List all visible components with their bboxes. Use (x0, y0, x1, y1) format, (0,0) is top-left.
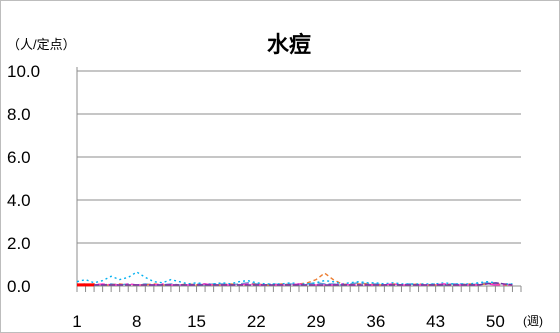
series-group (76, 271, 513, 287)
gridlines (77, 70, 521, 244)
y-tick-label: 4.0 (7, 191, 31, 210)
y-tick-label: 6.0 (7, 148, 31, 167)
x-tick-label: 1 (72, 312, 81, 331)
y-axis-unit-label: （人/定点） (7, 37, 76, 52)
x-tick-label: 43 (426, 312, 445, 331)
y-tick-label: 10.0 (7, 62, 40, 81)
chart-title: 水痘 (267, 32, 311, 57)
x-tick-label: 8 (132, 312, 141, 331)
y-tick-label: 0.0 (7, 277, 31, 296)
x-tick-label: 29 (307, 312, 326, 331)
x-axis-unit-label: (週) (523, 314, 543, 328)
y-tick-label: 2.0 (7, 234, 31, 253)
x-tick-label: 15 (187, 312, 206, 331)
series-line-3 (76, 271, 513, 285)
x-tick-label: 50 (486, 312, 505, 331)
x-tick-label: 36 (366, 312, 385, 331)
y-tick-label: 8.0 (7, 105, 31, 124)
series-line-5 (77, 282, 513, 286)
x-tick-label: 22 (247, 312, 266, 331)
axes: 0.0 2.0 4.0 6.0 8.0 10.0 1 8 15 22 29 36 43 50 (7, 62, 522, 331)
